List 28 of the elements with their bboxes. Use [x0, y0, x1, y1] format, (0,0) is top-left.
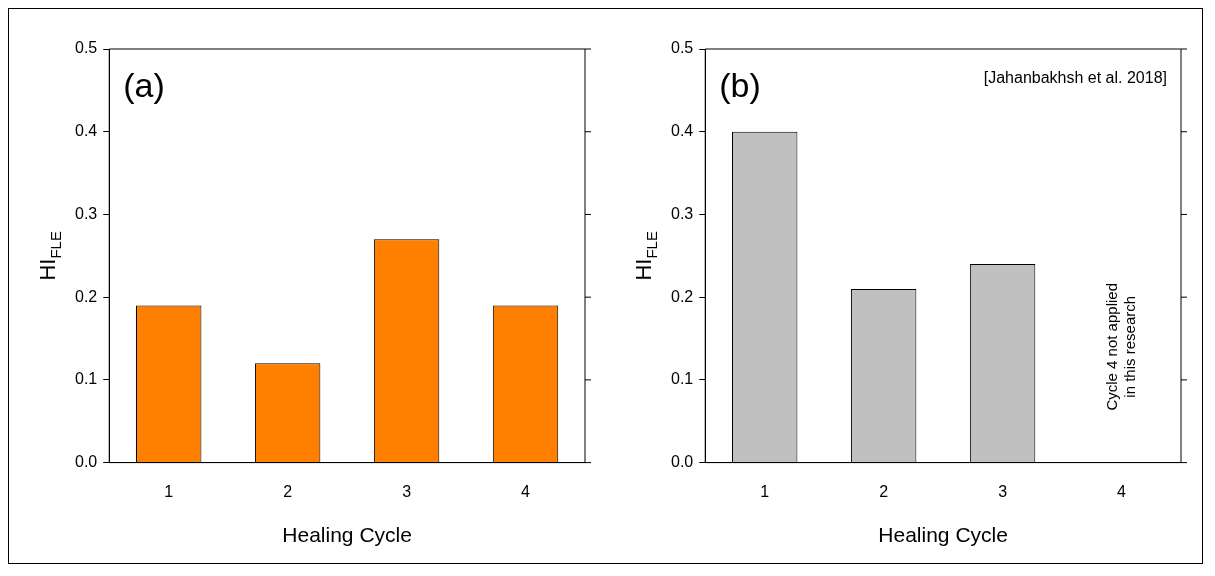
- x-tick-label: 4: [1117, 482, 1127, 500]
- y-tick-label: 0.4: [670, 122, 694, 140]
- annotation: [Jahanbakhsh et al. 2018]: [983, 69, 1167, 86]
- y-tick-label: 0.3: [74, 204, 98, 222]
- x-tick-label: 3: [998, 482, 1008, 500]
- x-axis-title: Healing Cycle: [878, 523, 1008, 547]
- x-tick-label: 3: [402, 482, 412, 500]
- x-tick-label: 2: [879, 482, 889, 500]
- x-tick-label: 2: [283, 482, 293, 500]
- y-tick-label: 0.2: [74, 287, 98, 305]
- y-axis-title: HIFLE: [35, 231, 65, 281]
- x-axis-title: Healing Cycle: [282, 523, 412, 547]
- y-tick-label: 0.4: [74, 122, 98, 140]
- y-tick-label: 0.5: [74, 39, 98, 57]
- x-tick-label: 1: [760, 482, 770, 500]
- y-tick-label: 0.5: [670, 39, 694, 57]
- y-tick-label: 0.1: [670, 370, 694, 388]
- y-tick-label: 0.0: [670, 453, 694, 471]
- y-tick-label: 0.1: [74, 370, 98, 388]
- text: (b): [719, 66, 761, 104]
- annotation: Cycle 4 not applied in this research: [1102, 283, 1138, 411]
- x-tick-label: 1: [164, 482, 174, 500]
- y-tick-label: 0.2: [670, 287, 694, 305]
- y-tick-label: 0.3: [670, 204, 694, 222]
- text: (a): [123, 66, 165, 104]
- y-axis-title: HIFLE: [631, 231, 661, 281]
- y-tick-label: 0.0: [74, 453, 98, 471]
- x-tick-label: 4: [521, 482, 531, 500]
